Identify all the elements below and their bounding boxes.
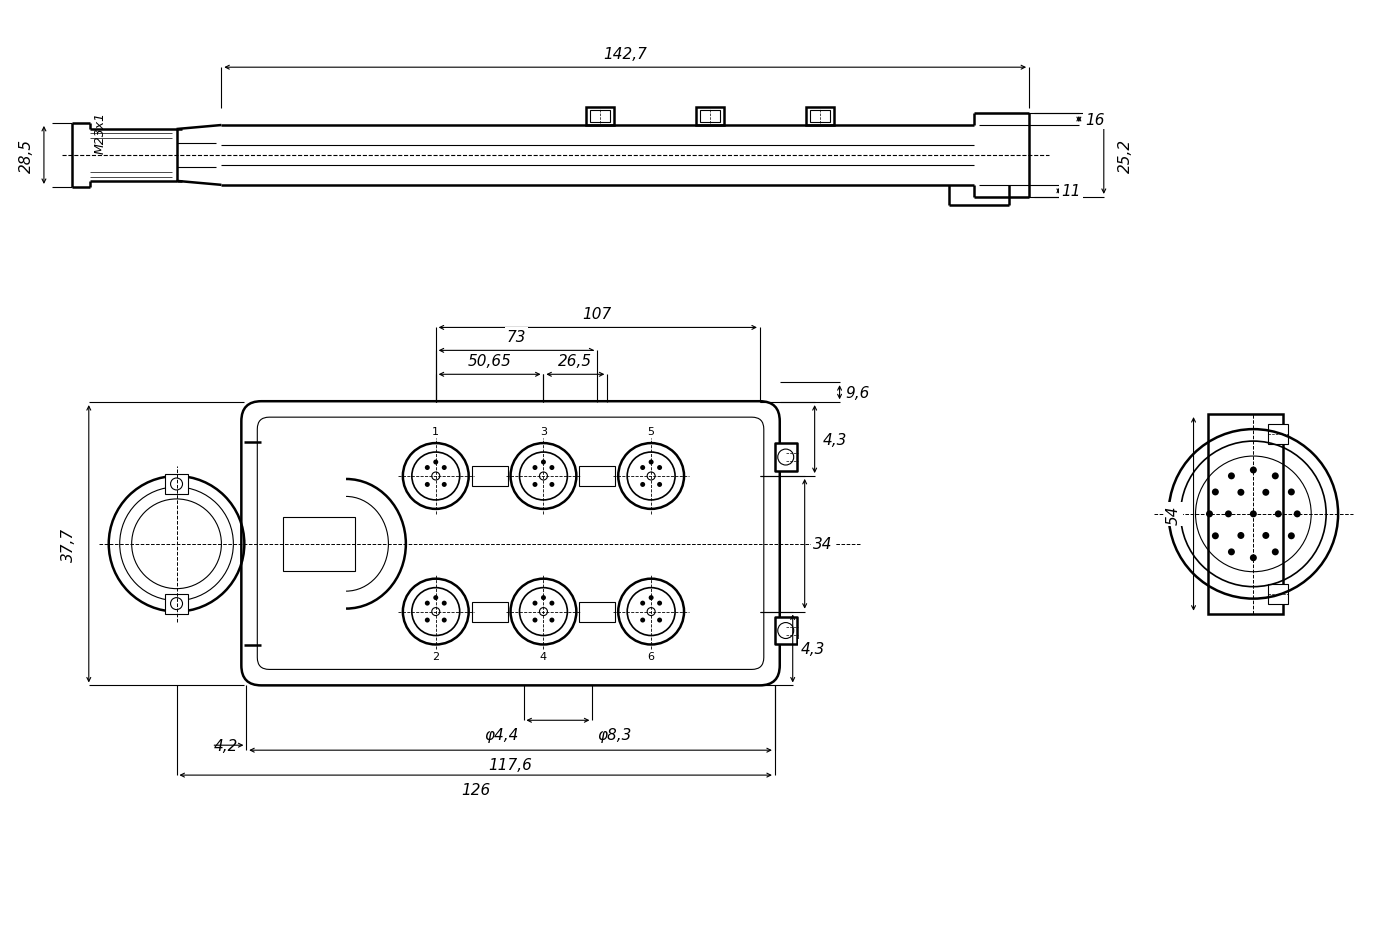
- Text: 9,6: 9,6: [845, 385, 870, 400]
- Bar: [590, 111, 611, 123]
- Circle shape: [1206, 511, 1213, 518]
- Text: 4,3: 4,3: [822, 432, 846, 447]
- Circle shape: [425, 482, 429, 487]
- Circle shape: [1238, 489, 1245, 497]
- Text: 73: 73: [507, 329, 527, 345]
- Circle shape: [533, 465, 538, 470]
- Text: 50,65: 50,65: [467, 353, 512, 368]
- Circle shape: [657, 482, 662, 487]
- Circle shape: [541, 596, 546, 600]
- Text: 107: 107: [583, 307, 612, 322]
- Circle shape: [657, 601, 662, 606]
- Circle shape: [1250, 511, 1257, 518]
- Bar: [471, 466, 507, 486]
- Circle shape: [640, 465, 645, 470]
- Circle shape: [648, 460, 654, 465]
- Text: 117,6: 117,6: [489, 757, 533, 772]
- Circle shape: [434, 460, 438, 465]
- Circle shape: [1271, 548, 1278, 556]
- Circle shape: [425, 601, 429, 606]
- Text: 37,7: 37,7: [61, 527, 77, 562]
- Circle shape: [533, 601, 538, 606]
- Circle shape: [549, 465, 555, 470]
- Bar: [775, 444, 797, 471]
- Circle shape: [1288, 489, 1295, 496]
- Circle shape: [640, 482, 645, 487]
- Bar: [806, 108, 834, 126]
- Text: 4,3: 4,3: [800, 641, 825, 656]
- Text: 34: 34: [813, 537, 832, 551]
- Circle shape: [640, 601, 645, 606]
- Text: 1: 1: [432, 427, 439, 437]
- Bar: [164, 475, 188, 495]
- Circle shape: [442, 482, 446, 487]
- Bar: [471, 602, 507, 622]
- Text: 28,5: 28,5: [18, 139, 33, 173]
- Text: 4,2: 4,2: [213, 738, 238, 753]
- Circle shape: [1211, 489, 1218, 496]
- Circle shape: [640, 618, 645, 623]
- Circle shape: [1250, 555, 1257, 562]
- Circle shape: [549, 618, 555, 623]
- Circle shape: [425, 465, 429, 470]
- Circle shape: [1271, 473, 1278, 480]
- Text: 25,2: 25,2: [1118, 139, 1133, 173]
- Circle shape: [1211, 532, 1218, 540]
- FancyBboxPatch shape: [241, 402, 779, 685]
- Text: 4: 4: [539, 651, 546, 662]
- Circle shape: [549, 601, 555, 606]
- Text: 126: 126: [461, 782, 491, 797]
- Bar: [164, 594, 188, 614]
- Circle shape: [648, 596, 654, 600]
- Circle shape: [541, 460, 546, 465]
- Bar: [700, 111, 719, 123]
- Circle shape: [1238, 532, 1245, 539]
- Text: 16: 16: [1085, 112, 1104, 127]
- Bar: [696, 108, 723, 126]
- Circle shape: [1228, 548, 1235, 556]
- Bar: [1269, 425, 1288, 445]
- Bar: [587, 108, 615, 126]
- Text: 142,7: 142,7: [604, 46, 647, 61]
- Circle shape: [1250, 467, 1257, 474]
- Text: 5: 5: [648, 427, 655, 437]
- Circle shape: [533, 618, 538, 623]
- Circle shape: [1294, 511, 1301, 518]
- Bar: [580, 466, 615, 486]
- Text: 54: 54: [1167, 505, 1181, 524]
- Circle shape: [442, 618, 446, 623]
- Text: 3: 3: [539, 427, 546, 437]
- Text: 2: 2: [432, 651, 439, 662]
- Circle shape: [1263, 489, 1270, 497]
- Bar: [283, 517, 355, 571]
- Bar: [775, 617, 797, 645]
- Circle shape: [1288, 532, 1295, 540]
- Circle shape: [442, 465, 446, 470]
- Text: M23x1: M23x1: [93, 111, 106, 154]
- Bar: [810, 111, 829, 123]
- Circle shape: [1225, 511, 1232, 518]
- Circle shape: [657, 465, 662, 470]
- Text: 11: 11: [1061, 184, 1080, 199]
- Text: φ8,3: φ8,3: [597, 727, 631, 742]
- Circle shape: [425, 618, 429, 623]
- Circle shape: [434, 596, 438, 600]
- Circle shape: [657, 618, 662, 623]
- Text: 6: 6: [648, 651, 655, 662]
- Circle shape: [1228, 473, 1235, 480]
- Bar: [1209, 414, 1284, 614]
- Circle shape: [533, 482, 538, 487]
- Bar: [580, 602, 615, 622]
- FancyBboxPatch shape: [258, 417, 764, 669]
- Bar: [1269, 584, 1288, 604]
- Circle shape: [442, 601, 446, 606]
- Text: 26,5: 26,5: [558, 353, 592, 368]
- Circle shape: [1274, 511, 1281, 518]
- Circle shape: [1263, 532, 1270, 539]
- Text: φ4,4: φ4,4: [484, 727, 519, 742]
- Circle shape: [549, 482, 555, 487]
